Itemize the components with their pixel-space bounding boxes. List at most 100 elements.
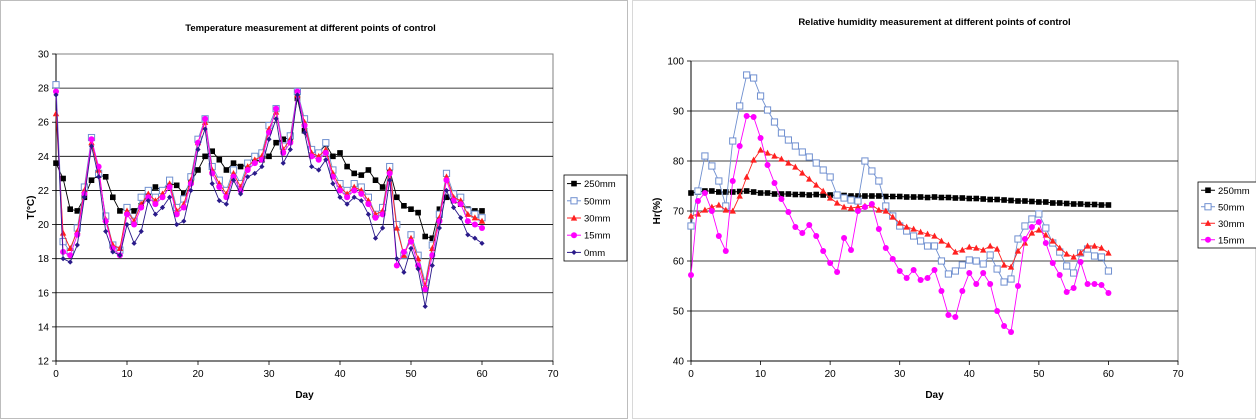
data-point-250mm xyxy=(266,153,272,160)
data-point-15mm xyxy=(868,201,875,207)
data-point-15mm xyxy=(820,248,827,254)
data-point-30mm xyxy=(952,248,959,255)
data-point-0mm xyxy=(188,187,194,194)
data-point-30mm xyxy=(1049,237,1056,244)
data-point-250mm xyxy=(479,208,485,214)
data-point-0mm xyxy=(372,235,379,241)
data-point-30mm xyxy=(708,203,716,210)
data-point-250mm xyxy=(443,194,450,201)
data-point-15mm xyxy=(273,105,280,112)
data-point-15mm xyxy=(294,88,301,95)
data-point-0mm xyxy=(74,242,80,248)
x-tick-label: 70 xyxy=(547,369,559,380)
data-point-30mm xyxy=(833,199,841,206)
data-point-250mm xyxy=(379,184,386,190)
x-tick-label: 10 xyxy=(755,369,767,380)
data-point-15mm xyxy=(400,248,407,255)
data-point-15mm xyxy=(980,270,987,276)
temperature-chart: Temperature measurement at different poi… xyxy=(26,23,628,401)
data-point-0mm xyxy=(458,215,464,221)
legend-marker-30mm xyxy=(570,214,578,221)
data-point-0mm xyxy=(401,269,407,275)
data-point-30mm xyxy=(917,228,924,235)
data-point-0mm xyxy=(181,218,187,224)
y-tick-label: 60 xyxy=(673,257,685,268)
data-point-0mm xyxy=(273,116,279,122)
data-point-30mm xyxy=(1028,229,1036,236)
data-point-50mm xyxy=(1070,269,1078,277)
data-point-15mm xyxy=(1042,240,1049,246)
data-point-0mm xyxy=(415,266,421,272)
x-tick-label: 60 xyxy=(476,369,488,380)
data-point-250mm xyxy=(67,206,73,213)
data-point-30mm xyxy=(400,251,408,258)
data-point-15mm xyxy=(924,275,931,281)
data-point-50mm xyxy=(916,237,925,245)
data-point-0mm xyxy=(365,211,371,217)
data-point-0mm xyxy=(394,256,400,262)
data-point-30mm xyxy=(819,187,827,194)
data-point-30mm xyxy=(771,152,778,159)
data-point-15mm xyxy=(910,267,917,273)
data-point-0mm xyxy=(422,303,428,310)
data-point-50mm xyxy=(840,194,848,202)
data-point-0mm xyxy=(294,92,300,98)
legend-marker-50mm xyxy=(1204,203,1212,211)
data-point-15mm xyxy=(945,312,952,318)
x-tick-label: 40 xyxy=(964,369,976,380)
data-point-250mm xyxy=(429,235,436,241)
data-point-250mm xyxy=(1063,200,1070,207)
data-point-30mm xyxy=(1063,250,1070,257)
data-point-0mm xyxy=(88,143,95,149)
data-point-15mm xyxy=(903,275,910,281)
data-point-15mm xyxy=(966,270,973,276)
data-point-15mm xyxy=(393,262,400,269)
data-point-0mm xyxy=(238,191,244,197)
data-point-0mm xyxy=(380,225,386,231)
data-point-250mm xyxy=(959,195,966,201)
chart-title: Relative humidity measurement at differe… xyxy=(798,17,1070,28)
data-point-15mm xyxy=(785,209,792,215)
data-point-30mm xyxy=(1070,253,1077,260)
data-point-0mm xyxy=(436,225,442,231)
data-point-250mm xyxy=(1091,201,1098,208)
data-point-250mm xyxy=(966,195,973,202)
data-point-0mm xyxy=(138,228,144,234)
data-point-15mm xyxy=(813,233,820,239)
data-point-15mm xyxy=(1008,329,1015,335)
data-point-15mm xyxy=(187,180,194,187)
data-point-250mm xyxy=(110,194,116,201)
data-point-0mm xyxy=(53,92,59,98)
data-point-250mm xyxy=(903,194,910,200)
data-point-50mm xyxy=(937,257,946,265)
data-point-50mm xyxy=(1035,210,1043,218)
data-point-50mm xyxy=(979,260,987,268)
y-tick-label: 22 xyxy=(38,186,50,197)
data-point-30mm xyxy=(736,192,743,199)
x-axis-label: Day xyxy=(925,390,944,401)
data-point-250mm xyxy=(945,194,952,201)
y-tick-label: 12 xyxy=(38,357,50,368)
data-point-15mm xyxy=(1105,290,1112,296)
legend-label-30mm: 30mm xyxy=(1218,219,1244,230)
data-point-0mm xyxy=(223,201,229,207)
data-point-250mm xyxy=(785,191,792,197)
data-point-0mm xyxy=(344,201,350,207)
data-point-250mm xyxy=(994,196,1000,203)
data-point-50mm xyxy=(965,256,973,264)
data-point-250mm xyxy=(757,190,764,196)
x-tick-label: 40 xyxy=(334,369,346,380)
data-point-50mm xyxy=(1028,215,1036,223)
data-point-250mm xyxy=(883,193,889,200)
data-point-15mm xyxy=(230,173,237,180)
data-point-15mm xyxy=(322,149,329,156)
data-point-15mm xyxy=(889,256,896,262)
data-point-30mm xyxy=(778,155,785,162)
data-point-50mm xyxy=(944,270,953,278)
data-point-250mm xyxy=(896,193,903,200)
data-point-250mm xyxy=(394,194,400,201)
humidity-chart: Relative humidity measurement at differe… xyxy=(652,17,1256,401)
data-point-15mm xyxy=(1014,283,1021,289)
data-point-15mm xyxy=(973,281,980,287)
data-point-0mm xyxy=(351,194,357,200)
